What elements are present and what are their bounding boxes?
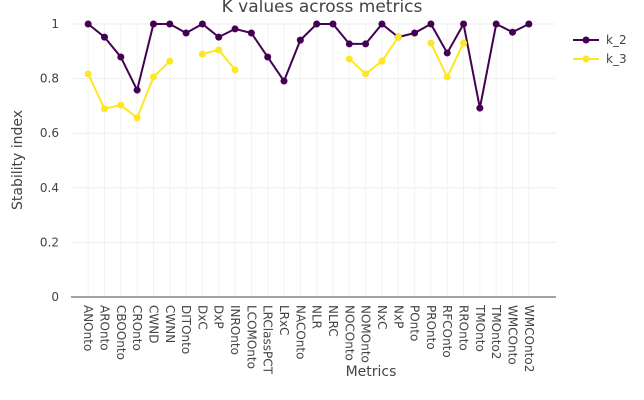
x-tick-label: DxP bbox=[212, 305, 226, 329]
data-point bbox=[198, 20, 206, 28]
y-tick-label: 1 bbox=[51, 17, 59, 31]
x-tick-label: CROnto bbox=[130, 305, 144, 351]
data-point bbox=[133, 114, 141, 122]
data-point bbox=[264, 53, 272, 61]
data-point bbox=[362, 40, 370, 48]
series-line bbox=[87, 21, 530, 109]
chart-title: K values across metrics bbox=[222, 0, 423, 17]
data-point bbox=[215, 33, 223, 41]
data-point bbox=[378, 20, 386, 28]
legend-marker bbox=[582, 36, 590, 44]
data-point bbox=[313, 20, 321, 28]
x-tick-label: NLRC bbox=[326, 305, 340, 337]
x-tick-label: LCOMOnto bbox=[244, 305, 258, 369]
data-point bbox=[345, 55, 353, 63]
x-tick-label: NLR bbox=[310, 305, 324, 329]
x-tick-label: NOMOnto bbox=[359, 305, 373, 363]
x-tick-label: CWNN bbox=[163, 305, 177, 343]
x-tick-label: TMOnto2 bbox=[489, 304, 503, 359]
data-point bbox=[133, 86, 141, 94]
data-point bbox=[329, 20, 337, 28]
data-point bbox=[100, 33, 108, 41]
x-tick-label: LRClassPCT bbox=[261, 305, 275, 375]
data-point bbox=[525, 20, 533, 28]
data-point bbox=[231, 25, 239, 33]
data-point bbox=[84, 20, 92, 28]
y-tick-label: 0.4 bbox=[40, 181, 59, 195]
x-tick-label: NxP bbox=[391, 305, 405, 328]
legend-marker bbox=[582, 55, 590, 63]
x-tick-label: PROnto bbox=[424, 305, 438, 350]
x-tick-label: ANOnto bbox=[81, 305, 95, 351]
series-line bbox=[87, 36, 465, 120]
legend-label: k_2 bbox=[606, 33, 627, 47]
data-point bbox=[460, 20, 468, 28]
y-tick-label: 0.2 bbox=[40, 235, 59, 249]
data-point bbox=[149, 73, 157, 81]
legend-label: k_3 bbox=[606, 52, 627, 66]
data-point bbox=[117, 101, 125, 109]
data-point bbox=[280, 77, 288, 85]
x-tick-label: NOCOnto bbox=[342, 305, 356, 361]
x-tick-label: CBOOnto bbox=[114, 305, 128, 360]
x-tick-label: INROnto bbox=[228, 305, 242, 355]
x-tick-label: DITOnto bbox=[179, 305, 193, 354]
data-point bbox=[427, 39, 435, 47]
x-tick-label: TMOnto bbox=[473, 304, 487, 352]
data-point bbox=[215, 46, 223, 54]
data-point bbox=[411, 29, 419, 37]
x-tick-label: AROnto bbox=[97, 305, 111, 351]
data-point bbox=[509, 28, 517, 36]
data-point bbox=[296, 36, 304, 44]
data-point bbox=[198, 50, 206, 58]
data-point bbox=[166, 57, 174, 65]
y-tick-label: 0.8 bbox=[40, 72, 59, 86]
y-tick-label: 0.6 bbox=[40, 126, 59, 140]
data-point bbox=[427, 20, 435, 28]
data-point bbox=[231, 66, 239, 74]
x-tick-label: NACOnto bbox=[293, 305, 307, 359]
x-tick-label: RROnto bbox=[457, 305, 471, 351]
x-tick-label: RFCOnto bbox=[440, 305, 454, 358]
y-axis-label: Stability index bbox=[10, 110, 26, 210]
x-tick-label: WMCOnto2 bbox=[522, 305, 536, 372]
data-point bbox=[394, 33, 402, 41]
x-axis-label: Metrics bbox=[346, 364, 397, 380]
data-point bbox=[345, 40, 353, 48]
data-point bbox=[182, 29, 190, 37]
data-point bbox=[117, 53, 125, 61]
data-point bbox=[443, 49, 451, 57]
data-point bbox=[166, 20, 174, 28]
data-point bbox=[149, 20, 157, 28]
data-point bbox=[476, 104, 484, 112]
x-tick-label: WMCOnto bbox=[506, 305, 520, 365]
data-point bbox=[247, 29, 255, 37]
data-point bbox=[362, 70, 370, 78]
x-tick-label: NxC bbox=[375, 305, 389, 329]
y-tick-label: 0 bbox=[51, 290, 59, 304]
data-point bbox=[492, 20, 500, 28]
x-tick-label: LRxC bbox=[277, 305, 291, 336]
x-tick-label: DxC bbox=[195, 305, 209, 330]
data-point bbox=[84, 70, 92, 78]
data-point bbox=[460, 39, 468, 47]
data-point bbox=[100, 105, 108, 113]
x-tick-label: CWND bbox=[146, 305, 160, 343]
data-point bbox=[378, 57, 386, 65]
data-point bbox=[443, 73, 451, 81]
x-tick-label: POnto bbox=[408, 305, 422, 341]
